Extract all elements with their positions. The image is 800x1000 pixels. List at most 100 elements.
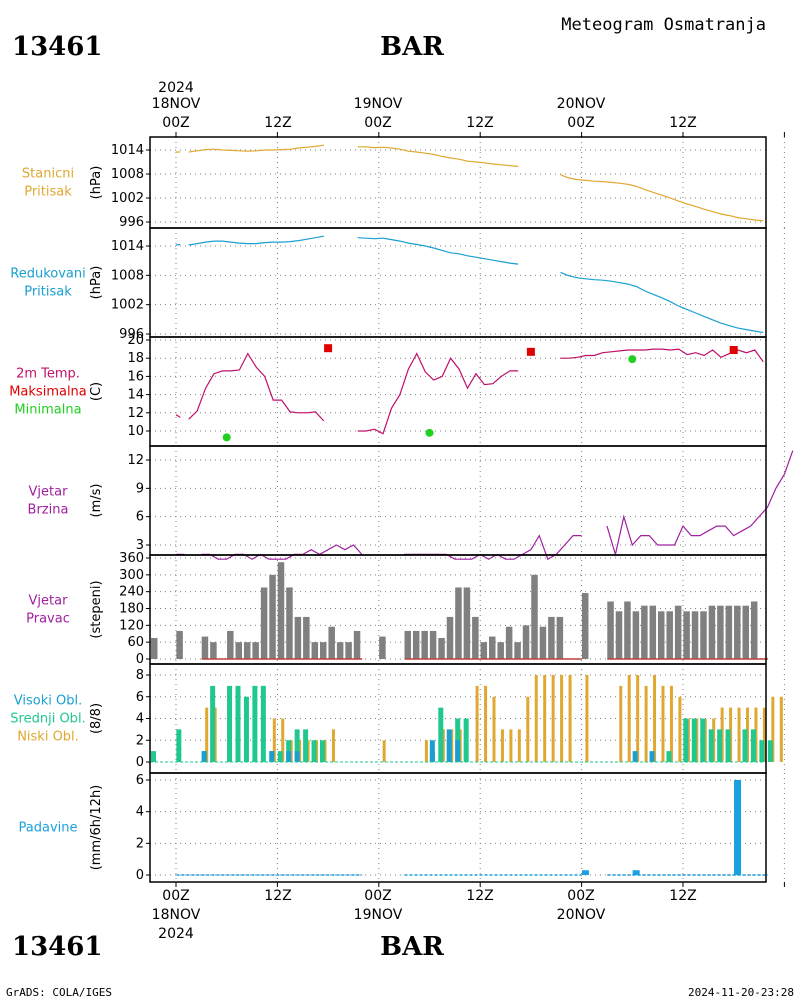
series-line: [175, 243, 181, 246]
wind-dir-bar: [632, 611, 640, 659]
cloud-bar: [492, 696, 496, 762]
cloud-bar: [500, 729, 504, 762]
tmax-marker: [729, 346, 738, 355]
wind-dir-bar: [404, 630, 411, 659]
cloud-bar: [455, 740, 461, 762]
precip-bar: [581, 870, 589, 875]
cloud-bar: [725, 729, 731, 762]
wind-dir-bar: [412, 630, 420, 659]
wind-dir-bar: [345, 642, 352, 659]
station-id-bottom: 13461: [12, 932, 102, 962]
cloud-bar: [294, 751, 300, 762]
cloud-bar: [666, 751, 672, 762]
series-line: [357, 146, 519, 167]
y-tick-label: 6: [136, 510, 144, 525]
series-line: [560, 271, 764, 334]
wind-dir-bar: [683, 611, 690, 659]
series-line: [560, 174, 764, 222]
y-tick-label: 996: [119, 327, 144, 342]
cloud-bar: [446, 729, 452, 762]
wind-dir-bar: [666, 611, 673, 659]
y-tick-label: 1002: [111, 191, 144, 206]
cloud-bar: [568, 675, 572, 762]
wind-dir-bar: [489, 636, 496, 659]
cloud-bar: [463, 718, 469, 762]
y-tick-label: 0: [136, 652, 144, 667]
series-line: [188, 352, 325, 422]
wind-dir-bar: [353, 630, 361, 659]
day-label-top-1: 19NOV: [354, 96, 403, 112]
wind-dir-bar: [429, 630, 437, 659]
cloud-bar: [484, 685, 488, 762]
series-line: [357, 237, 519, 265]
cloud-bar: [331, 729, 335, 762]
panel-label: Niski Obl.: [17, 730, 79, 745]
wind-dir-bar: [505, 626, 513, 659]
cloud-bar: [644, 685, 648, 762]
wind-dir-bar: [725, 605, 733, 659]
wind-dir-bar: [615, 611, 623, 659]
wind-dir-bar: [581, 593, 589, 659]
y-tick-label: 12: [127, 453, 144, 468]
wind-dir-bar: [277, 562, 285, 659]
wind-dir-bar: [750, 601, 758, 659]
wind-dir-bar: [514, 642, 521, 659]
y-tick-label: 120: [119, 618, 144, 633]
day-label-top-0: 18NOV: [152, 96, 201, 112]
wind-dir-bar: [463, 587, 471, 659]
y-tick-label: 0: [136, 868, 144, 883]
panel-label: Pravac: [26, 612, 70, 627]
y-tick-label: 18: [127, 351, 144, 366]
time-tick-top-4: 00Z: [567, 115, 594, 131]
series-line: [175, 414, 181, 418]
panel-label: Brzina: [28, 503, 69, 518]
cloud-bar: [767, 740, 773, 762]
wind-dir-bar: [421, 630, 428, 659]
y-tick-label: 1008: [111, 167, 144, 182]
tmin-marker: [425, 428, 434, 437]
cloud-bar: [750, 729, 756, 762]
y-axis-label: (hPa): [89, 166, 104, 200]
y-tick-label: 6: [136, 773, 144, 788]
cloud-bar: [691, 718, 697, 762]
y-tick-label: 180: [119, 602, 144, 617]
series-line: [201, 544, 363, 560]
day-label-bottom-0: 18NOV: [152, 907, 201, 923]
y-tick-label: 1008: [111, 268, 144, 283]
cloud-bar: [227, 685, 233, 762]
wind-dir-bar: [455, 587, 462, 659]
cloud-bar: [509, 729, 513, 762]
series-line: [560, 348, 764, 363]
wind-dir-bar: [658, 611, 665, 659]
y-tick-label: 0: [136, 755, 144, 770]
y-tick-label: 14: [127, 388, 144, 403]
cloud-bar: [669, 685, 673, 762]
footer-credit: GrADS: COLA/IGES: [6, 986, 112, 999]
cloud-bar: [678, 696, 682, 762]
time-tick-top-3: 12Z: [466, 115, 493, 131]
cloud-bar: [636, 675, 640, 762]
tmax-marker: [324, 344, 333, 353]
wind-dir-bar: [438, 637, 445, 659]
cloud-bar: [286, 751, 292, 762]
cloud-bar: [475, 685, 479, 762]
panel-label: Padavine: [19, 821, 78, 836]
cloud-bar: [438, 707, 444, 762]
cloud-bar: [683, 718, 689, 762]
wind-dir-bar: [531, 574, 538, 659]
wind-dir-bar: [336, 642, 344, 659]
time-tick-top-1: 12Z: [264, 115, 291, 131]
cloud-bar: [771, 696, 775, 762]
wind-dir-bar: [708, 605, 716, 659]
wind-dir-bar: [734, 605, 741, 659]
cloud-bar: [303, 729, 309, 762]
wind-dir-bar: [649, 605, 657, 659]
y-tick-label: 1014: [111, 239, 144, 254]
cloud-bar: [517, 729, 521, 762]
cloud-bar: [737, 707, 741, 762]
wind-dir-bar: [227, 630, 234, 659]
y-tick-label: 10: [127, 424, 144, 439]
y-axis-label: (C): [89, 382, 104, 401]
wind-dir-bar: [201, 636, 209, 659]
wind-dir-bar: [235, 642, 242, 659]
